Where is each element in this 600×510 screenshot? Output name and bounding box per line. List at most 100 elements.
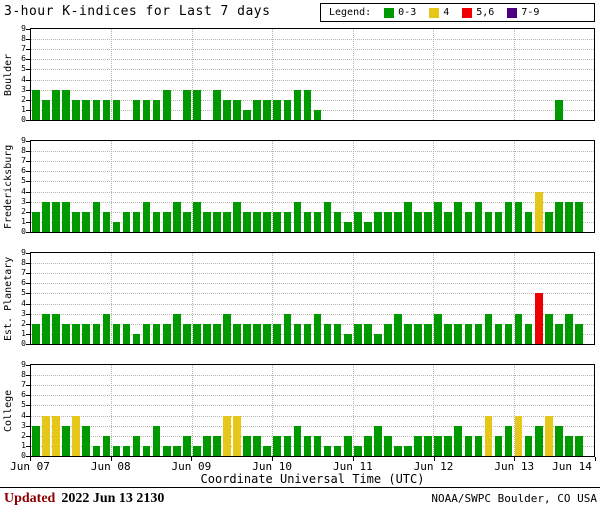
k-bar: [293, 323, 302, 344]
k-bar: [142, 99, 151, 120]
legend-item: 7-9: [507, 7, 539, 18]
k-bar: [474, 435, 483, 456]
k-bar: [474, 323, 483, 344]
y-tick: [26, 253, 30, 254]
k-bar: [183, 89, 191, 120]
y-tick: [26, 120, 30, 121]
k-bar: [142, 201, 151, 232]
k-bar: [62, 323, 70, 344]
k-bar: [183, 323, 191, 344]
k-bar: [534, 191, 543, 232]
grid-line-vertical: [513, 141, 515, 232]
x-tick-label: Jun 12: [413, 460, 454, 473]
y-tick: [26, 99, 30, 101]
k-bar: [263, 99, 272, 120]
k-bar: [554, 323, 563, 344]
k-bar: [243, 435, 251, 456]
k-bar: [92, 99, 101, 120]
k-bar: [565, 435, 573, 456]
k-bar: [253, 435, 262, 456]
k-bar: [313, 109, 322, 120]
y-tick-label: 6: [21, 390, 26, 400]
y-tick-label: 3: [21, 196, 26, 206]
k-bar: [253, 99, 262, 120]
y-tick: [26, 141, 30, 142]
k-bar: [112, 221, 121, 232]
k-bar: [132, 435, 141, 456]
k-bar: [243, 211, 251, 232]
k-bar: [42, 415, 50, 456]
grid-line-vertical: [513, 365, 515, 456]
legend-item-label: 7-9: [521, 7, 540, 18]
y-tick-label: 6: [21, 166, 26, 176]
grid-line-vertical: [272, 253, 274, 344]
k-bar: [92, 445, 101, 456]
k-bar: [233, 323, 241, 344]
k-bar: [444, 211, 453, 232]
legend-swatch: [384, 7, 395, 18]
k-bar: [122, 211, 131, 232]
footer-divider: [0, 487, 600, 488]
k-bar: [464, 211, 473, 232]
y-tick: [26, 29, 30, 30]
y-tick: [26, 385, 30, 387]
k-bar: [32, 211, 40, 232]
updated-time: 2022 Jun 13 2130: [61, 491, 165, 506]
panel-boulder: [30, 28, 595, 121]
y-tick-label: 5: [21, 400, 26, 410]
grid-line-horizontal: [31, 59, 594, 61]
legend-items: 0-3 4 5,6 7-9: [384, 7, 539, 18]
grid-line-horizontal: [31, 89, 594, 91]
k-bar: [434, 313, 442, 344]
k-bar: [293, 89, 302, 120]
panel-fredericksburg: [30, 140, 595, 233]
k-bar: [233, 99, 241, 120]
k-bar: [112, 445, 121, 456]
k-bar: [353, 323, 362, 344]
k-bar: [142, 445, 151, 456]
k-bar: [313, 313, 322, 344]
k-bar: [52, 201, 60, 232]
grid-line-horizontal: [31, 221, 594, 223]
y-tick-label: 5: [21, 288, 26, 298]
k-bar: [142, 323, 151, 344]
k-bar: [303, 89, 312, 120]
y-tick-label: 7: [21, 380, 26, 390]
k-bar: [544, 211, 553, 232]
y-tick: [26, 333, 30, 335]
k-bar: [544, 313, 553, 344]
legend-item-label: 0-3: [398, 7, 417, 18]
k-bar: [243, 323, 251, 344]
y-tick-label: 3: [21, 84, 26, 94]
y-tick: [26, 344, 30, 345]
y-tick: [26, 211, 30, 213]
x-tick-label: Jun 14: [552, 460, 592, 473]
grid-line-horizontal: [31, 313, 594, 315]
x-tick: [191, 457, 193, 461]
y-tick-label: 6: [21, 54, 26, 64]
k-bar: [82, 323, 91, 344]
y-tick-label: 2: [21, 318, 26, 328]
y-tick: [26, 273, 30, 275]
chart-title: 3-hour K-indices for Last 7 days: [4, 4, 271, 19]
grid-line-horizontal: [31, 171, 594, 173]
k-bar: [52, 415, 60, 456]
k-bar: [394, 211, 402, 232]
k-bar: [193, 201, 201, 232]
grid-line-horizontal: [31, 323, 594, 325]
k-bar: [273, 211, 282, 232]
k-bar: [333, 445, 342, 456]
k-bar: [283, 435, 292, 456]
k-bar: [514, 201, 523, 232]
grid-line-horizontal: [31, 405, 594, 407]
y-tick: [26, 201, 30, 203]
k-bar: [102, 313, 111, 344]
k-bar: [554, 201, 563, 232]
k-bar: [42, 313, 50, 344]
k-bar: [112, 99, 121, 120]
y-tick-label: 7: [21, 268, 26, 278]
grid-line-horizontal: [31, 293, 594, 295]
grid-line-vertical: [272, 365, 274, 456]
k-bar: [193, 89, 201, 120]
k-bar: [313, 435, 322, 456]
